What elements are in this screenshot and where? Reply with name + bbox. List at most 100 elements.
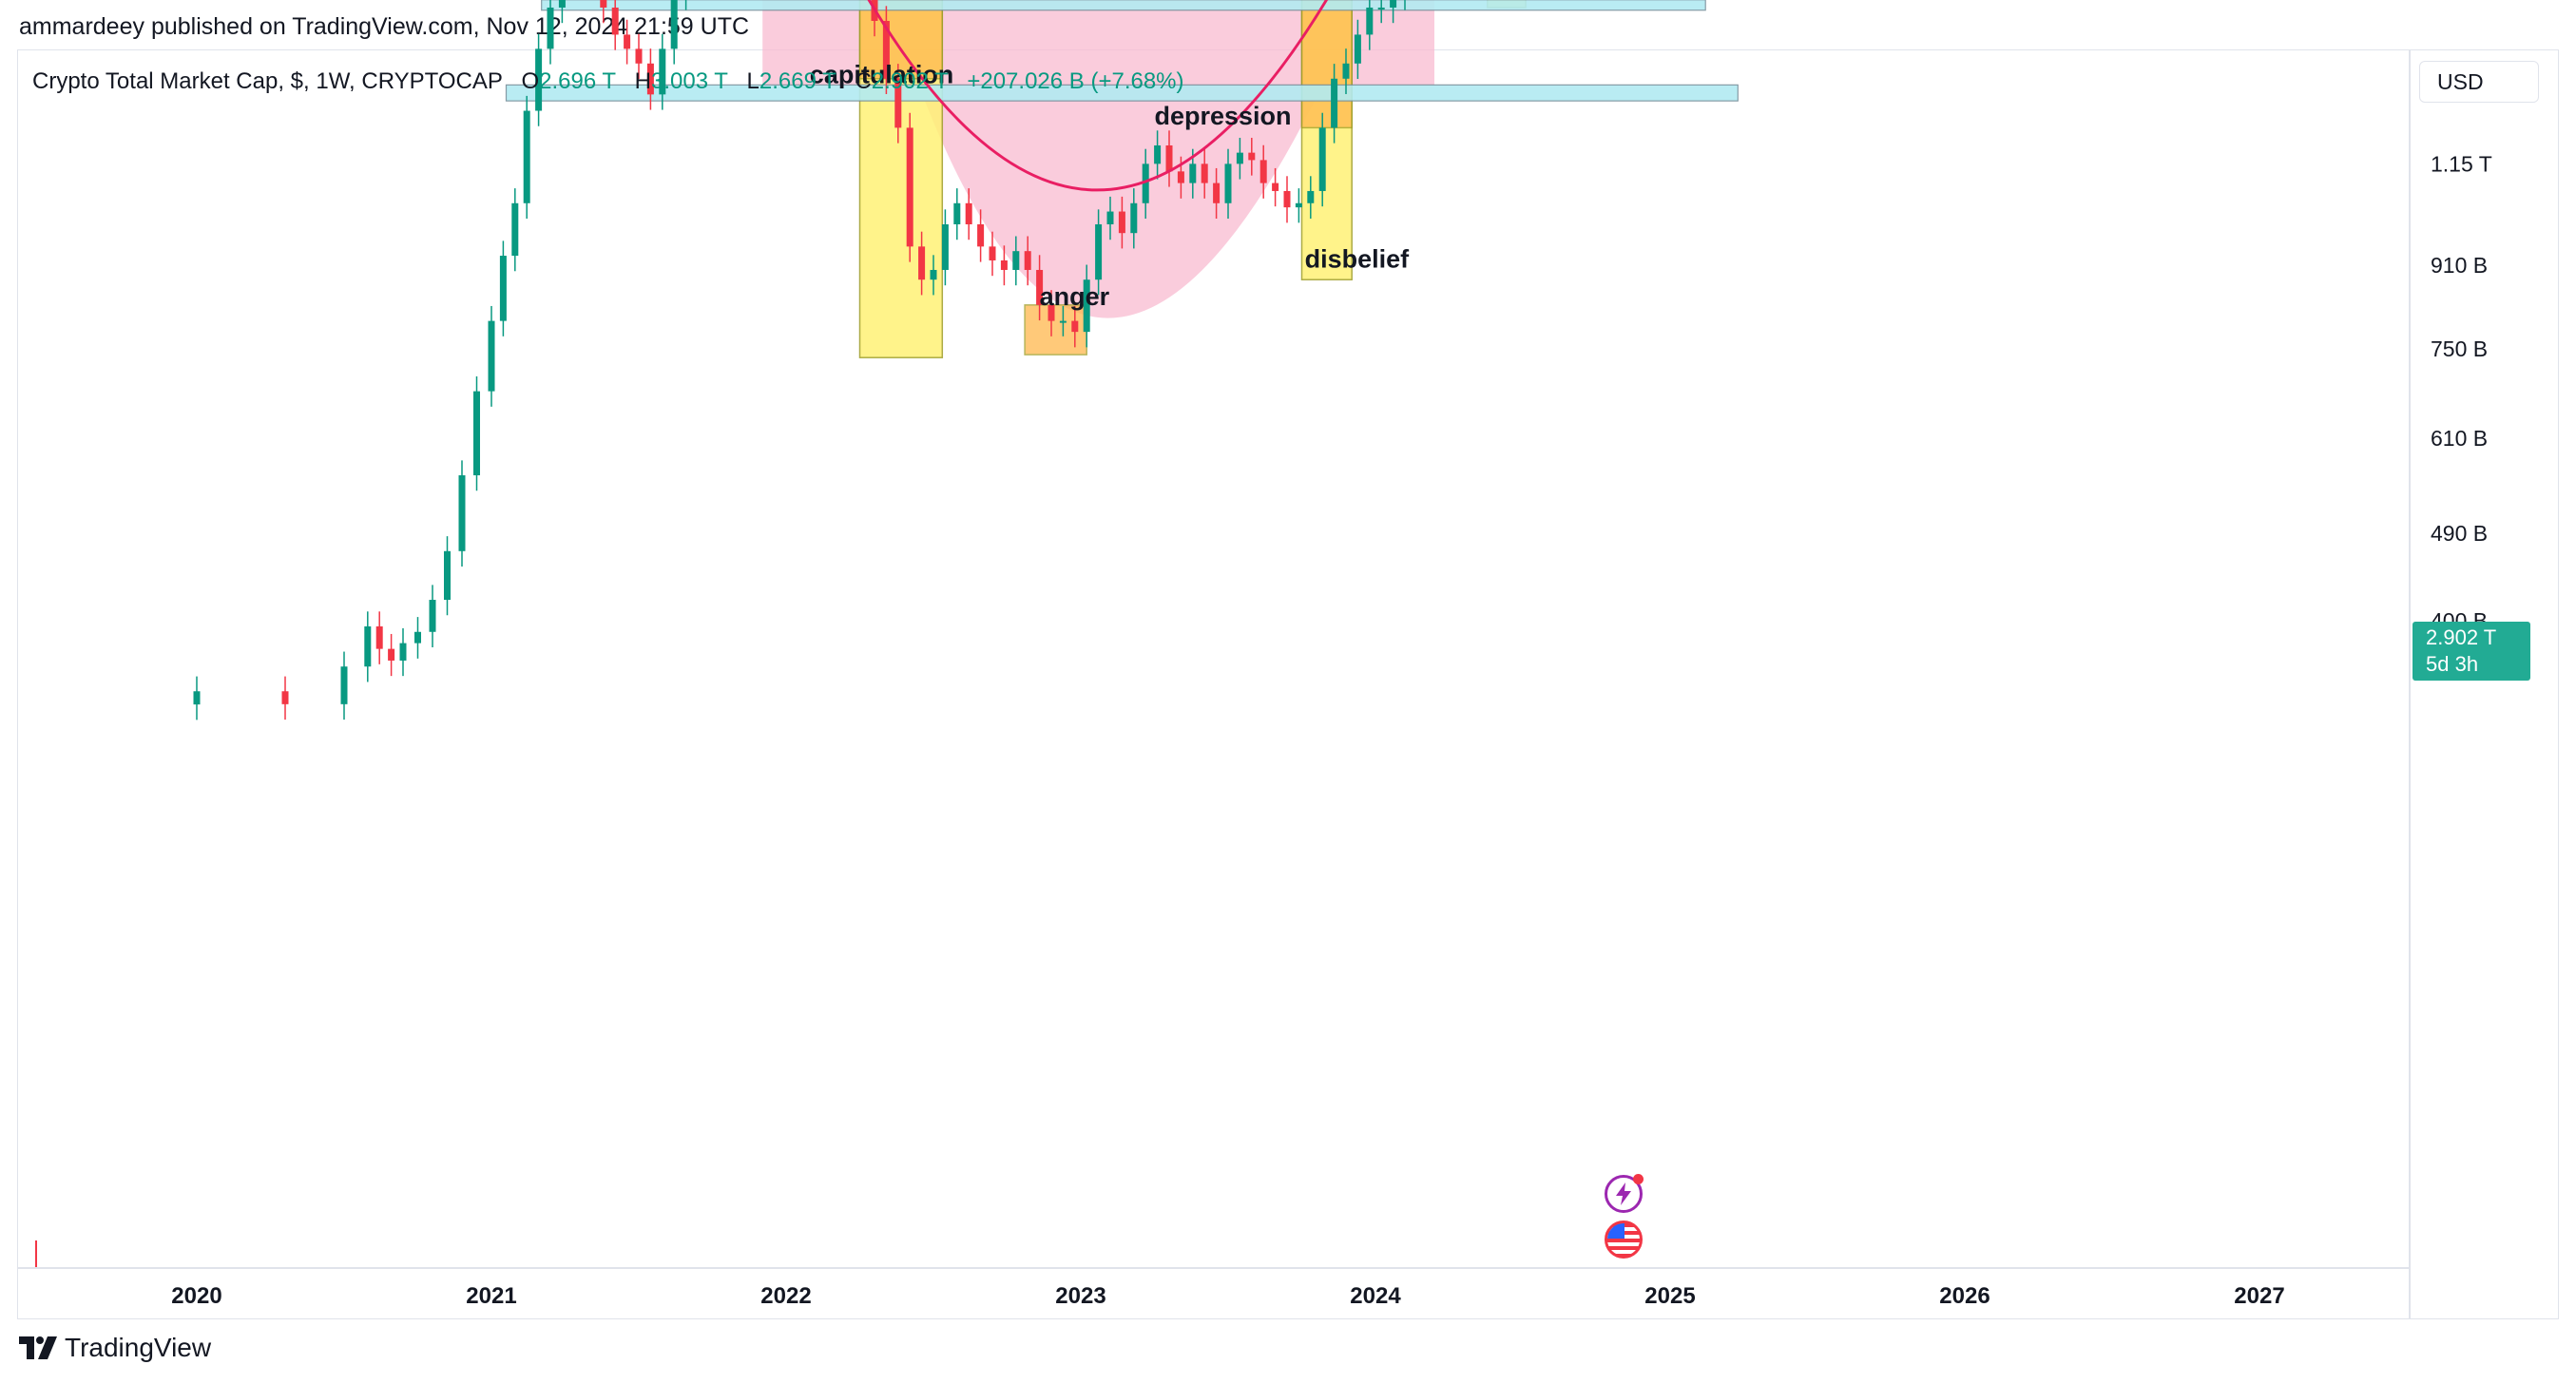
candle-body (547, 7, 554, 49)
candle-body (375, 625, 383, 649)
candle-body (611, 7, 619, 35)
candle-body (429, 600, 436, 632)
candle-body (1142, 163, 1149, 203)
candle-body (1272, 183, 1279, 191)
candle-body (1354, 34, 1361, 64)
time-tick-label: 2027 (2234, 1283, 2284, 1309)
candle-body (1259, 160, 1267, 183)
candle-body (488, 320, 495, 392)
candle-body (894, 78, 902, 128)
candle-body (1342, 63, 1350, 79)
candle-body (1012, 251, 1020, 270)
candle-body (1390, 0, 1397, 8)
candle-body (600, 0, 607, 8)
candle-body (1165, 144, 1173, 172)
price-tick-label: 610 B (2431, 426, 2488, 451)
candle-body (1130, 202, 1138, 234)
symbol-name: Crypto Total Market Cap, $, 1W, CRYPTOCA… (32, 68, 503, 94)
last-price-value: 2.902 T (2426, 625, 2497, 649)
candle-body (624, 34, 631, 49)
candle-body (499, 256, 507, 321)
candle-body (1177, 171, 1184, 183)
candle-body (670, 0, 678, 49)
price-chart[interactable]: 16 T13 T10 T8 T6.4 T5.2 T4.2 T3.4 T2.2 T… (0, 0, 2576, 1321)
annotation-anger: anger (1040, 282, 1110, 311)
candle-body (1377, 7, 1385, 10)
candle-body (941, 224, 949, 270)
high-label: H (634, 68, 651, 94)
candle-body (281, 691, 289, 704)
change-value: +207.026 B (+7.68%) (967, 68, 1184, 94)
candle-body (1318, 127, 1326, 191)
candle-body (535, 48, 543, 111)
price-tick-label: 1.15 T (2431, 151, 2492, 176)
candle-body (458, 475, 466, 551)
candle-body (918, 246, 926, 280)
time-tick-label: 2022 (760, 1283, 811, 1309)
annotation-depression: depression (1155, 102, 1292, 130)
us-flag-icon[interactable] (1605, 1221, 1643, 1259)
candle-body (1213, 183, 1221, 203)
annotation-disbelief: disbelief (1305, 244, 1411, 273)
candle-body (1307, 190, 1315, 203)
candle-body (1106, 211, 1114, 224)
candle-body (399, 643, 407, 661)
candle-body (388, 648, 395, 661)
close-label: C (855, 68, 872, 94)
candle-body (364, 625, 372, 667)
tradingview-logo-icon (19, 1336, 57, 1359)
footer-branding: TradingView (19, 1333, 211, 1363)
candle-body (558, 0, 566, 8)
symbol-legend: Crypto Total Market Cap, $, 1W, CRYPTOCA… (32, 68, 1184, 95)
candle-body (1083, 279, 1090, 333)
candle-body (414, 631, 421, 644)
candle-body (1059, 320, 1067, 323)
bar-countdown: 5d 3h (2426, 652, 2479, 676)
low-label: L (746, 68, 759, 94)
price-tick-label: 750 B (2431, 336, 2488, 361)
candle-body (659, 48, 666, 95)
candle-body (1248, 152, 1256, 161)
currency-label: USD (2437, 68, 2484, 94)
candle-body (523, 110, 530, 203)
candle-body (989, 246, 996, 260)
candle-body (635, 48, 643, 64)
last-price-tag: 2.902 T 5d 3h (2413, 622, 2530, 681)
candle-body (1189, 163, 1197, 183)
low-value: 2.669 T (759, 68, 836, 94)
time-tick-label: 2025 (1644, 1283, 1695, 1309)
candle-body (1331, 78, 1338, 128)
candle-body (1295, 202, 1302, 208)
candle-body (1366, 7, 1374, 35)
cup-curve (867, 0, 1329, 192)
support-band-1-35t (505, 84, 1739, 102)
lightning-event-icon[interactable] (1605, 1174, 1644, 1213)
candle-body (1236, 152, 1243, 164)
price-tick-label: 910 B (2431, 253, 2488, 278)
candle-body (1095, 224, 1103, 280)
candle-body (930, 269, 937, 280)
pink-cup-area (918, 85, 1323, 318)
time-tick-label: 2024 (1350, 1283, 1401, 1309)
candle-body (1048, 304, 1055, 321)
candle-body (1154, 144, 1162, 164)
open-label: O (521, 68, 540, 94)
currency-selector[interactable]: USD (2419, 61, 2539, 103)
candle-body (646, 63, 654, 95)
high-value: 3.003 T (651, 68, 728, 94)
candle-body (1071, 320, 1079, 333)
candle-body (444, 550, 451, 601)
candle-body (1036, 269, 1044, 305)
annotation-capitulation: capitulation (810, 61, 954, 89)
candle-body (473, 391, 480, 476)
footer-brand-text: TradingView (65, 1333, 212, 1362)
close-value: 2.902 T (871, 68, 949, 94)
candle-body (953, 202, 961, 224)
candle-body (193, 691, 201, 705)
candle-body (882, 20, 890, 79)
time-tick-label: 2023 (1055, 1283, 1105, 1309)
candle-body (1024, 251, 1031, 270)
candle-body (1201, 163, 1208, 183)
candle-body (965, 202, 972, 224)
open-value: 2.696 T (539, 68, 616, 94)
